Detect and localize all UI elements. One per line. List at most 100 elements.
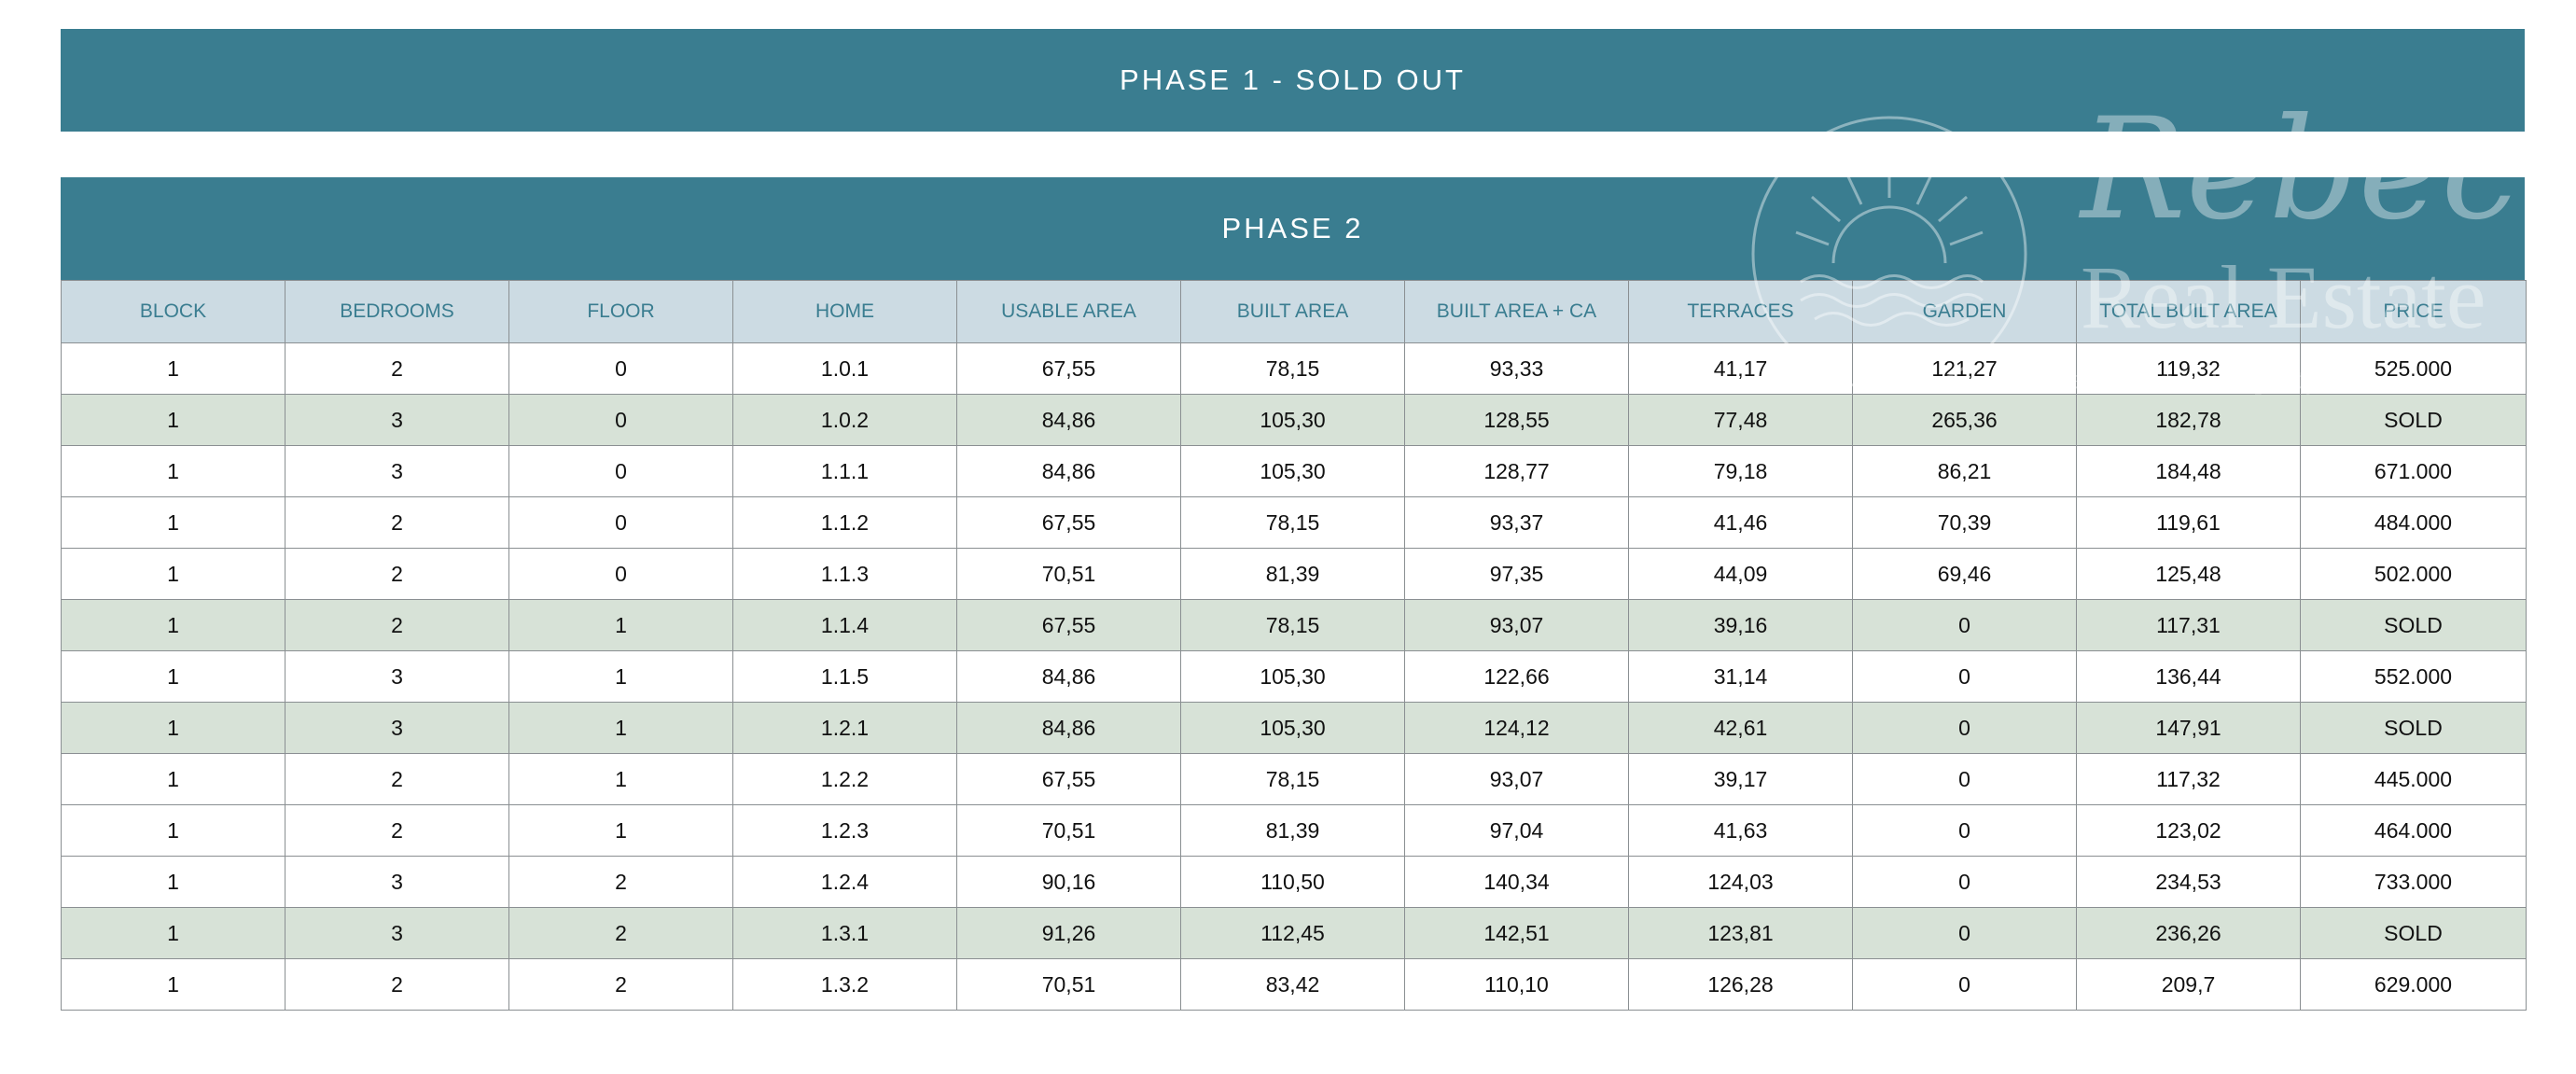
phase-1-title: PHASE 1 - SOLD OUT [1120, 63, 1466, 96]
table-cell: 1.1.3 [732, 548, 957, 600]
column-header: FLOOR [508, 280, 733, 343]
table-cell: 41,46 [1628, 496, 1853, 549]
table-row: 1 2 2 1.3.2 70,51 83,42 110,10 126,28 0 209,7 629.… [61, 958, 2527, 1011]
table-cell: 2 [285, 496, 509, 549]
phase-2-title: PHASE 2 [1221, 212, 1364, 244]
table-cell: 671.000 [2300, 445, 2527, 497]
table-row: 1 2 1 1.2.3 70,51 81,39 97,04 41,63 0 123,02 464.0… [61, 804, 2527, 857]
column-header: BEDROOMS [285, 280, 509, 343]
table-cell: 1.3.1 [732, 907, 957, 959]
table-cell: 1 [61, 599, 285, 651]
table-cell: 2 [285, 753, 509, 805]
table-cell: 124,12 [1404, 702, 1629, 754]
table-cell: 84,86 [956, 445, 1181, 497]
table-cell: 0 [1852, 804, 2077, 857]
table-cell: 0 [508, 342, 733, 395]
table-cell: 3 [285, 702, 509, 754]
table-cell: 70,39 [1852, 496, 2077, 549]
table-cell: 1.1.2 [732, 496, 957, 549]
table-cell: 105,30 [1180, 394, 1405, 446]
table-cell: 41,17 [1628, 342, 1853, 395]
table-cell: 105,30 [1180, 702, 1405, 754]
table-cell: 1 [61, 804, 285, 857]
table-row: 1 3 1 1.1.5 84,86 105,30 122,66 31,14 0 136,44 552… [61, 650, 2527, 703]
table-body: 1 2 0 1.0.1 67,55 78,15 93,33 41,17 121,27 119,32… [61, 342, 2527, 1011]
table-row: 1 2 0 1.1.2 67,55 78,15 93,37 41,46 70,39 119,61 4… [61, 496, 2527, 549]
table-cell: 1.0.2 [732, 394, 957, 446]
table-cell: 234,53 [2076, 856, 2301, 908]
table-cell: 1.2.3 [732, 804, 957, 857]
table-cell: 105,30 [1180, 650, 1405, 703]
table-cell: 125,48 [2076, 548, 2301, 600]
table-cell: 2 [508, 907, 733, 959]
table-cell: 78,15 [1180, 599, 1405, 651]
table-cell: 128,55 [1404, 394, 1629, 446]
table-cell: 84,86 [956, 650, 1181, 703]
table-cell: 84,86 [956, 702, 1181, 754]
table-cell: 67,55 [956, 599, 1181, 651]
table-cell: 236,26 [2076, 907, 2301, 959]
table-cell: 1 [61, 496, 285, 549]
table-cell: 77,48 [1628, 394, 1853, 446]
table-cell: 67,55 [956, 342, 1181, 395]
table-cell: 41,63 [1628, 804, 1853, 857]
table-cell: 0 [1852, 958, 2077, 1011]
table-cell: 1 [61, 958, 285, 1011]
table-cell: 1 [508, 702, 733, 754]
table-row: 1 2 1 1.2.2 67,55 78,15 93,07 39,17 0 117,32 445.0… [61, 753, 2527, 805]
table-cell: 1 [61, 548, 285, 600]
table-cell: 67,55 [956, 496, 1181, 549]
table-cell: 2 [285, 548, 509, 600]
column-header: BUILT AREA [1180, 280, 1405, 343]
table-cell: 70,51 [956, 958, 1181, 1011]
table-cell: 3 [285, 650, 509, 703]
table-cell: 79,18 [1628, 445, 1853, 497]
table-cell: 81,39 [1180, 548, 1405, 600]
table-cell: 83,42 [1180, 958, 1405, 1011]
table-cell: 3 [285, 394, 509, 446]
table-cell: 1.2.4 [732, 856, 957, 908]
table-cell: 1 [508, 650, 733, 703]
table-cell: 140,34 [1404, 856, 1629, 908]
table-cell: 2 [285, 804, 509, 857]
table-cell: 184,48 [2076, 445, 2301, 497]
table-cell: 2 [285, 599, 509, 651]
table-cell: 93,07 [1404, 599, 1629, 651]
phase-1-banner: PHASE 1 - SOLD OUT [61, 29, 2525, 132]
table-cell: 0 [1852, 702, 2077, 754]
table-cell: 117,31 [2076, 599, 2301, 651]
table-cell: 44,09 [1628, 548, 1853, 600]
table-cell: 84,86 [956, 394, 1181, 446]
table-cell: 70,51 [956, 548, 1181, 600]
column-header: USABLE AREA [956, 280, 1181, 343]
table-cell: 123,81 [1628, 907, 1853, 959]
table-cell: SOLD [2300, 907, 2527, 959]
table-cell: 2 [285, 342, 509, 395]
column-header: TERRACES [1628, 280, 1853, 343]
table-cell: 0 [1852, 753, 2077, 805]
table-cell: 1 [61, 445, 285, 497]
table-cell: 209,7 [2076, 958, 2301, 1011]
table-cell: 1 [508, 753, 733, 805]
table-cell: 142,51 [1404, 907, 1629, 959]
column-header: HOME [732, 280, 957, 343]
column-header: GARDEN [1852, 280, 2077, 343]
table-cell: 1.1.5 [732, 650, 957, 703]
table-cell: SOLD [2300, 702, 2527, 754]
table-cell: 119,32 [2076, 342, 2301, 395]
table-cell: 112,45 [1180, 907, 1405, 959]
column-header: BLOCK [61, 280, 285, 343]
column-header: TOTAL BUILT AREA [2076, 280, 2301, 343]
table-header-row: BLOCK BEDROOMS FLOOR HOME USABLE AREA BUILT A… [61, 280, 2527, 343]
table-cell: 0 [1852, 650, 2077, 703]
table-cell: 1 [508, 804, 733, 857]
table-cell: 1 [61, 394, 285, 446]
column-header: PRICE [2300, 280, 2527, 343]
table-cell: 124,03 [1628, 856, 1853, 908]
table-cell: 81,39 [1180, 804, 1405, 857]
column-header: BUILT AREA + CA [1404, 280, 1629, 343]
table-cell: 128,77 [1404, 445, 1629, 497]
table-cell: 1 [61, 856, 285, 908]
table-cell: 445.000 [2300, 753, 2527, 805]
table-cell: 93,07 [1404, 753, 1629, 805]
